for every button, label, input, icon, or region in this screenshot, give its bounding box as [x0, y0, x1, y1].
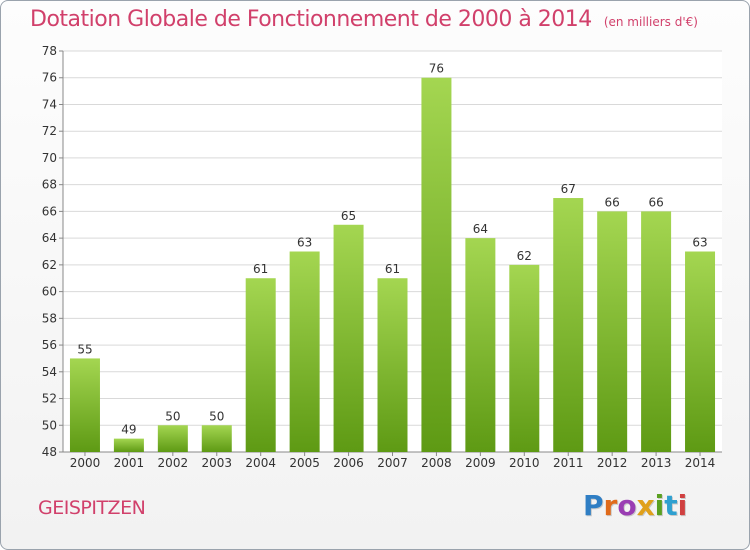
x-tick-label: 2014: [685, 456, 716, 470]
x-tick-label: 2004: [245, 456, 276, 470]
bar: [113, 438, 144, 452]
chart-subtitle: (en milliers d'€): [603, 15, 698, 29]
bar-value-label: 63: [692, 236, 707, 250]
bar: [597, 211, 628, 452]
bar-value-label: 66: [605, 195, 620, 209]
bar: [685, 251, 716, 452]
location-label: GEISPITZEN: [38, 497, 146, 519]
y-tick-label: 78: [42, 44, 57, 58]
x-tick-label: 2011: [553, 456, 584, 470]
x-tick-label: 2002: [158, 456, 189, 470]
x-tick-label: 2009: [465, 456, 496, 470]
x-tick-label: 2000: [70, 456, 101, 470]
x-tick-label: 2007: [377, 456, 408, 470]
x-tick-label: 2010: [509, 456, 540, 470]
bar: [465, 238, 496, 452]
x-tick-label: 2006: [333, 456, 364, 470]
x-tick-label: 2005: [289, 456, 320, 470]
y-tick-label: 76: [42, 71, 57, 85]
bar: [641, 211, 672, 452]
bar-value-label: 76: [429, 62, 444, 76]
y-tick-label: 58: [42, 311, 57, 325]
bar: [157, 425, 188, 452]
bar: [421, 77, 452, 452]
y-tick-label: 72: [42, 124, 57, 138]
y-tick-label: 50: [42, 418, 57, 432]
bar: [553, 198, 584, 452]
bar-value-label: 66: [648, 195, 663, 209]
bar: [245, 278, 276, 452]
x-tick-label: 2003: [201, 456, 232, 470]
y-tick-label: 48: [42, 445, 57, 459]
logo-letter: i: [654, 489, 665, 522]
logo-letter: r: [603, 489, 618, 522]
logo-letter: o: [617, 489, 637, 522]
logo-letter: t: [664, 489, 678, 522]
y-tick-label: 74: [42, 97, 57, 111]
bar-value-label: 63: [297, 236, 312, 250]
y-tick-label: 52: [42, 392, 57, 406]
y-tick-label: 62: [42, 258, 57, 272]
bar: [201, 425, 232, 452]
bar-value-label: 55: [77, 342, 92, 356]
proxiti-logo: Proxiti: [583, 489, 687, 522]
x-tick-label: 2008: [421, 456, 452, 470]
y-tick-label: 60: [42, 285, 57, 299]
bar-value-label: 50: [209, 409, 224, 423]
y-tick-label: 68: [42, 178, 57, 192]
logo-letter: P: [583, 489, 604, 522]
bar: [509, 264, 540, 452]
bar-value-label: 67: [561, 182, 576, 196]
chart-title-text: Dotation Globale de Fonctionnement de 20…: [30, 7, 592, 32]
bar-value-label: 65: [341, 209, 356, 223]
bar-value-label: 61: [253, 262, 268, 276]
bar-value-label: 49: [121, 423, 136, 437]
x-tick-label: 2013: [641, 456, 672, 470]
bar-value-label: 50: [165, 409, 180, 423]
logo-letter: x: [636, 489, 655, 522]
y-tick-label: 66: [42, 204, 57, 218]
bar: [333, 224, 364, 452]
y-tick-label: 70: [42, 151, 57, 165]
bar: [69, 358, 100, 452]
bar: [289, 251, 320, 452]
x-tick-label: 2001: [114, 456, 145, 470]
y-tick-label: 54: [42, 365, 57, 379]
bar-value-label: 64: [473, 222, 488, 236]
logo-letter: i: [677, 489, 688, 522]
y-tick-label: 56: [42, 338, 57, 352]
bar-value-label: 61: [385, 262, 400, 276]
bar-value-label: 62: [517, 249, 532, 263]
bar: [377, 278, 408, 452]
x-tick-label: 2012: [597, 456, 628, 470]
chart-title: Dotation Globale de Fonctionnement de 20…: [30, 7, 698, 32]
y-tick-label: 64: [42, 231, 57, 245]
